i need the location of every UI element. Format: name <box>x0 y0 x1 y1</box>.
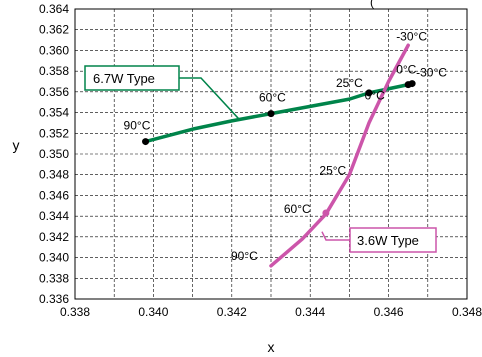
annotations: 90°C60°C25°C0°C -30°C90°C60°C25°C0°C-30°C <box>124 29 448 263</box>
y-tick-label: 0.352 <box>39 126 69 140</box>
y-tick-label: 0.338 <box>39 271 69 285</box>
x-tick-label: 0.344 <box>295 305 325 319</box>
legend-label-36w: 3.6W Type <box>357 233 419 248</box>
y-tick-label: 0.362 <box>39 23 69 37</box>
point-label: 25°C <box>319 164 346 178</box>
series-line-0 <box>143 81 414 144</box>
y-tick-labels: 0.336 0.338 0.340 0.342 0.344 0.346 0.348 0.350… <box>39 2 69 306</box>
x-tick-label: 0.340 <box>138 305 168 319</box>
data-point-marker <box>267 110 275 118</box>
y-tick-label: 0.340 <box>39 251 69 265</box>
leader-line-36w <box>321 231 350 241</box>
point-label: 25°C <box>336 76 363 90</box>
point-label: -30°C <box>416 66 447 80</box>
y-tick-label: 0.336 <box>39 292 69 306</box>
data-point-marker <box>365 89 373 97</box>
y-tick-label: 0.356 <box>39 85 69 99</box>
y-tick-label: 0.344 <box>39 209 69 223</box>
leader-line-67w <box>179 77 241 121</box>
y-tick-label: 0.348 <box>39 168 69 182</box>
point-label: 60°C <box>284 202 311 216</box>
point-label: -30°C <box>396 29 427 43</box>
y-tick-label: 0.364 <box>39 2 69 16</box>
point-label: 0°C <box>396 63 416 77</box>
x-tick-labels: 0.338 0.340 0.342 0.344 0.346 0.348 <box>60 305 482 319</box>
series-group <box>142 43 416 268</box>
x-tick-label: 0.346 <box>374 305 404 319</box>
y-tick-label: 0.342 <box>39 230 69 244</box>
point-label: 60°C <box>259 91 286 105</box>
legend-label-67w: 6.7W Type <box>93 71 155 86</box>
series-line-1 <box>269 43 410 268</box>
y-tick-label: 0.350 <box>39 147 69 161</box>
data-point-marker <box>142 138 150 146</box>
x-axis-label: x <box>268 339 275 355</box>
plot-frame <box>74 8 468 300</box>
x-tick-label: 0.342 <box>217 305 247 319</box>
y-tick-label: 0.354 <box>39 106 69 120</box>
y-tick-label: 0.358 <box>39 64 69 78</box>
x-tick-label: 0.348 <box>452 305 482 319</box>
y-axis-label: y <box>13 137 20 153</box>
point-label: 90°C <box>231 249 258 263</box>
data-point-marker <box>408 80 416 88</box>
x-tick-label: 0.338 <box>60 305 90 319</box>
grid-lines <box>75 9 467 299</box>
data-point-marker <box>322 209 330 217</box>
y-tick-label: 0.360 <box>39 43 69 57</box>
legend-box-67w: 6.7W Type <box>84 65 180 91</box>
y-tick-label: 0.346 <box>39 188 69 202</box>
chart-title-fragment: ( <box>370 0 374 9</box>
point-label: 0°C <box>365 89 385 103</box>
legend-box-36w: 3.6W Type <box>349 227 437 253</box>
point-label: 90°C <box>124 119 151 133</box>
